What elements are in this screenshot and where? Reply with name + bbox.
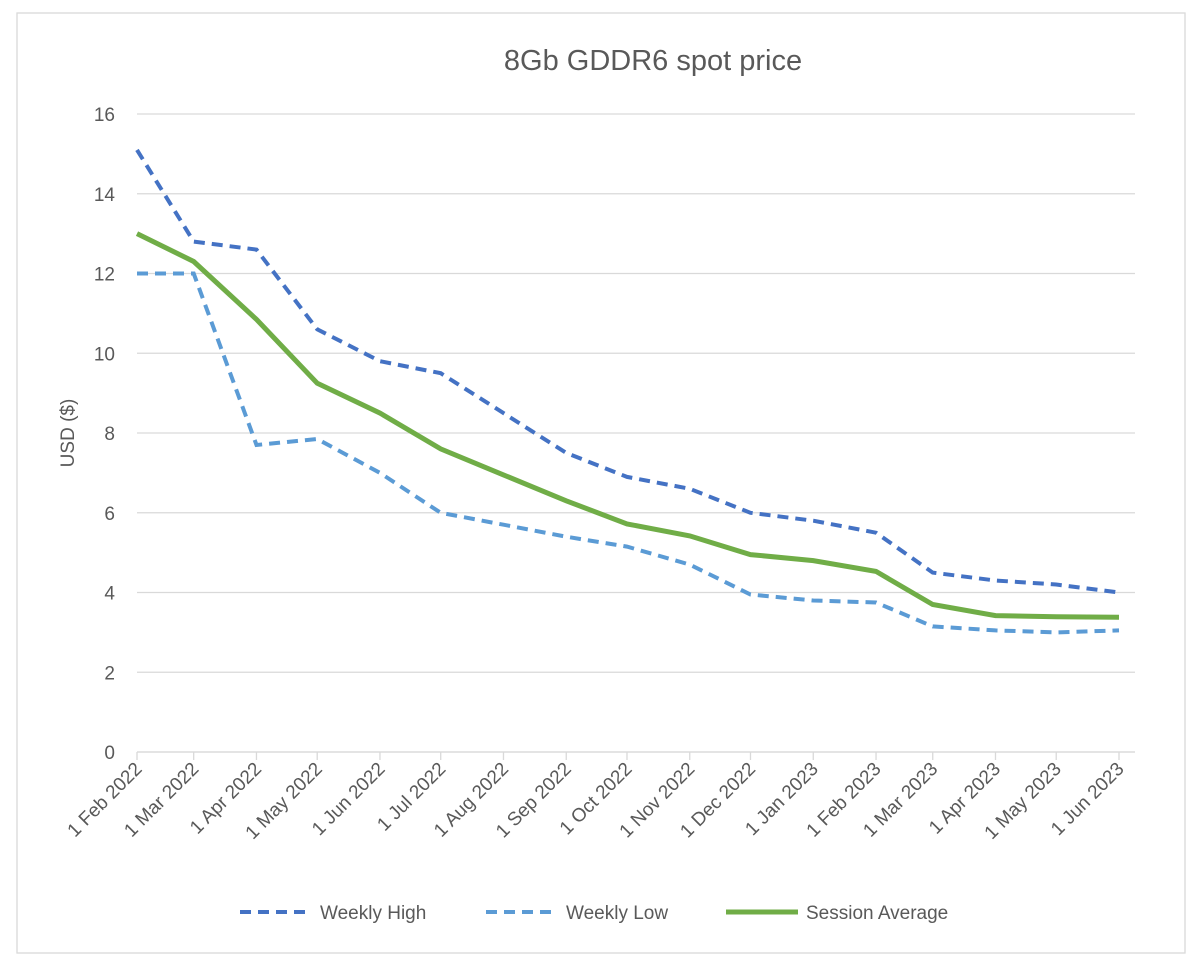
legend-label: Weekly Low [566,903,668,924]
y-tick-label: 2 [104,663,115,684]
y-tick-label: 12 [94,265,115,286]
y-tick-label: 6 [104,504,115,525]
series-line [135,148,1120,595]
series-line [135,231,1120,620]
y-tick-label: 14 [94,185,116,206]
series-line [137,271,1120,635]
y-axis-label: USD ($) [58,399,79,468]
chart-border [16,12,1186,954]
y-tick-label: 16 [94,105,115,126]
y-tick-label: 4 [104,584,115,605]
y-tick-label: 10 [94,344,115,365]
legend-label: Weekly High [320,903,426,924]
legend-label: Session Average [806,903,948,924]
y-tick-label: 0 [104,743,115,764]
chart-title: 8Gb GDDR6 spot price [504,45,802,77]
y-tick-label: 8 [104,424,115,445]
